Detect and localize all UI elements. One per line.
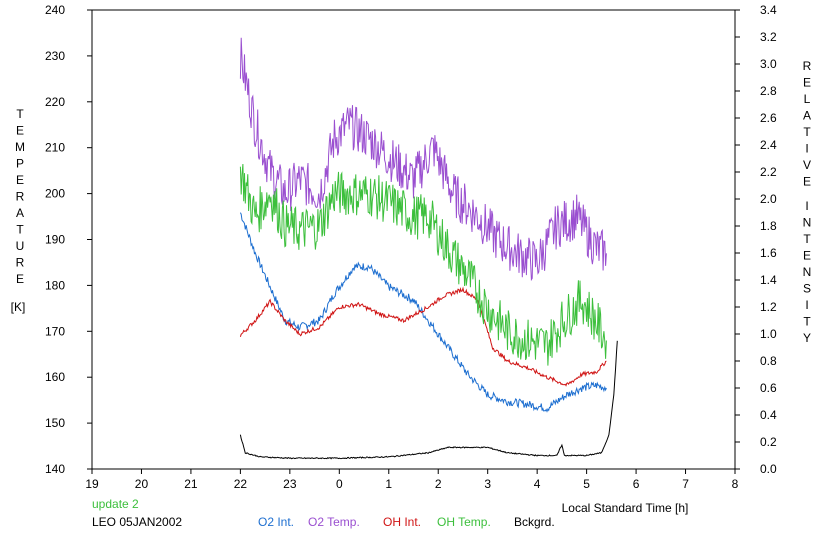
x-tick-label: 6 <box>633 477 640 491</box>
y-right-label-letter: N <box>803 216 812 230</box>
y-right-tick-label: 1.8 <box>760 219 777 233</box>
x-tick-label: 3 <box>484 477 491 491</box>
y-left-tick-label: 230 <box>45 49 65 63</box>
y-right-tick-label: 2.8 <box>760 84 777 98</box>
y-right-tick-label: 1.6 <box>760 246 777 260</box>
series-line <box>239 212 607 413</box>
y-right-label-letter: A <box>803 109 811 123</box>
y-left-tick-label: 190 <box>45 233 65 247</box>
y-right-tick-label: 1.0 <box>760 327 777 341</box>
y-right-label-letter: V <box>803 158 811 172</box>
series-layer <box>239 37 618 460</box>
y-right-tick-label: 2.4 <box>760 138 777 152</box>
legend: O2 Int. O2 Temp. OH Int. OH Temp. Bckgrd. <box>258 515 555 529</box>
series-line <box>239 340 618 460</box>
y-left-label-letter: R <box>16 190 25 204</box>
y-right-tick-label: 0.8 <box>760 354 777 368</box>
x-tick-label: 2 <box>435 477 442 491</box>
x-tick-label: 19 <box>85 477 99 491</box>
legend-entry: O2 Int. <box>258 515 294 529</box>
plot-frame <box>91 9 736 470</box>
x-tick-label: 5 <box>583 477 590 491</box>
y-right-label-letter: I <box>805 199 808 213</box>
y-left-tick-label: 220 <box>45 95 65 109</box>
y-left-tick-label: 240 <box>45 3 65 17</box>
series-line <box>239 37 607 282</box>
y-left-tick-label: 150 <box>45 416 65 430</box>
series-line <box>239 286 607 387</box>
axes-layer: 19 20 21 22 23 0 1 2 3 4 5 6 7 8140150160170180190200… <box>15 3 812 491</box>
y-right-tick-label: 0.0 <box>760 462 777 476</box>
x-tick-label: 1 <box>385 477 392 491</box>
y-left-label-letter: P <box>16 157 24 171</box>
y-right-tick-label: 1.4 <box>760 273 777 287</box>
x-axis-label: Local Standard Time [h] <box>562 501 689 515</box>
y-left-label-letter: T <box>16 223 24 237</box>
legend-entry: O2 Temp. <box>308 515 360 529</box>
x-tick-label: 4 <box>534 477 541 491</box>
y-right-label-letter: I <box>805 142 808 156</box>
y-left-tick-label: 140 <box>45 462 65 476</box>
y-right-label-letter: E <box>803 175 811 189</box>
legend-entry: Bckgrd. <box>514 515 555 529</box>
left-axis-unit: [K] <box>11 300 26 314</box>
y-left-tick-label: 180 <box>45 278 65 292</box>
y-right-tick-label: 2.6 <box>760 111 777 125</box>
legend-entry: OH Int. <box>383 515 421 529</box>
y-right-label-letter: E <box>803 76 811 90</box>
series-line <box>239 163 607 366</box>
y-right-label-letter: Y <box>803 331 811 345</box>
y-right-label-letter: N <box>803 265 812 279</box>
y-left-tick-label: 200 <box>45 187 65 201</box>
y-right-label-letter: T <box>803 232 811 246</box>
x-tick-label: 20 <box>135 477 149 491</box>
y-right-tick-label: 0.4 <box>760 408 777 422</box>
y-left-label-letter: T <box>16 107 24 121</box>
y-right-label-letter: E <box>803 249 811 263</box>
station-annotation: LEO 05JAN2002 <box>92 515 182 529</box>
x-tick-label: 23 <box>283 477 297 491</box>
y-right-label-letter: T <box>803 315 811 329</box>
y-right-tick-label: 3.2 <box>760 30 777 44</box>
y-left-tick-label: 160 <box>45 370 65 384</box>
y-left-label-letter: E <box>16 272 24 286</box>
y-left-label-letter: U <box>16 239 25 253</box>
y-right-tick-label: 0.2 <box>760 435 777 449</box>
y-left-label-letter: A <box>16 206 24 220</box>
y-left-label-letter: E <box>16 173 24 187</box>
y-right-tick-label: 1.2 <box>760 300 777 314</box>
y-left-tick-label: 170 <box>45 324 65 338</box>
legend-entry: OH Temp. <box>437 515 491 529</box>
y-left-label-letter: R <box>16 256 25 270</box>
y-right-label-letter: T <box>803 125 811 139</box>
y-right-label-letter: S <box>803 282 811 296</box>
x-tick-label: 7 <box>682 477 689 491</box>
y-left-label-letter: E <box>16 124 24 138</box>
y-right-label-letter: R <box>803 59 812 73</box>
x-tick-label: 0 <box>336 477 343 491</box>
y-right-label-letter: L <box>804 92 811 106</box>
y-right-tick-label: 3.0 <box>760 57 777 71</box>
x-tick-label: 22 <box>234 477 248 491</box>
y-right-label-letter: I <box>805 298 808 312</box>
x-tick-label: 21 <box>184 477 198 491</box>
update-annotation: update 2 <box>92 497 139 511</box>
x-tick-label: 8 <box>732 477 739 491</box>
y-right-tick-label: 0.6 <box>760 381 777 395</box>
y-right-tick-label: 2.0 <box>760 192 777 206</box>
y-left-tick-label: 210 <box>45 141 65 155</box>
y-left-label-letter: M <box>15 140 25 154</box>
y-right-tick-label: 2.2 <box>760 165 777 179</box>
y-right-tick-label: 3.4 <box>760 3 777 17</box>
